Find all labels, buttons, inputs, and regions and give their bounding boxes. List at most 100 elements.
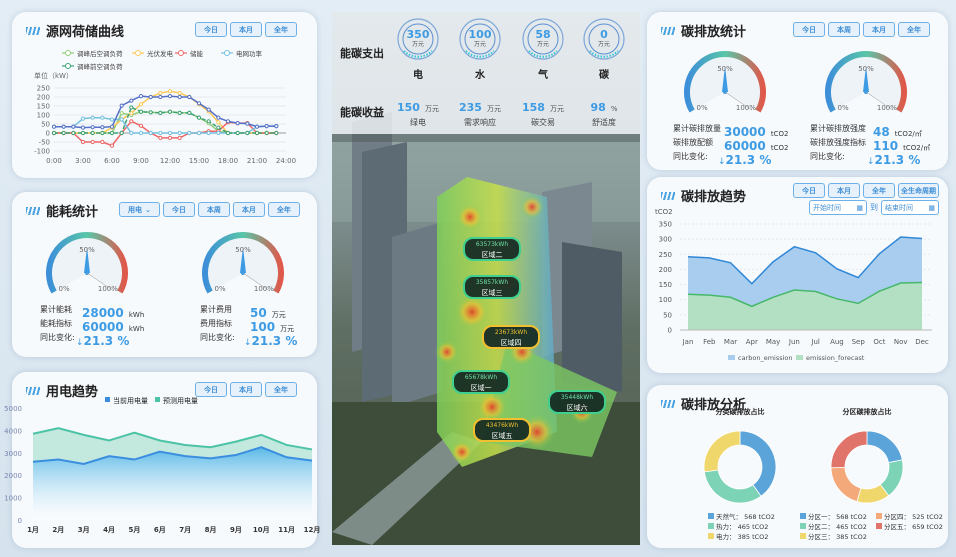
select-value: 用电 [128,205,142,214]
data-point [129,98,134,103]
today-button[interactable]: 今日 [793,183,825,198]
month-button[interactable]: 本月 [863,22,895,37]
gauge-min-label: 0% [838,104,849,112]
x-tick-label: 3:00 [75,157,91,165]
data-point [51,124,57,129]
stat-unit: 万元 [271,311,286,319]
data-point [90,115,95,120]
data-point [177,94,182,100]
x-tick-label: Nov [894,338,908,346]
data-point [71,130,76,136]
stat-label: 累计碳排放量 [673,124,721,133]
unit-label: tCO2 [655,208,673,216]
title-bars-icon [661,399,675,408]
panel-title: 碳排放分析 [681,398,747,413]
start-date-input[interactable]: 开始时间 ▦ [809,200,867,215]
to-label: 到 [870,203,878,212]
zone-badge[interactable]: 35448kWh 区域六 [548,390,606,414]
x-tick-label: 15:00 [189,157,209,165]
y-tick-label: 2000 [4,472,22,480]
arrow-down-icon: ↓ [718,157,726,167]
zone-badge[interactable]: 63573kWh 区域二 [463,237,521,261]
data-point [206,130,211,136]
x-tick-label: 3月 [78,526,90,534]
x-tick-label: Oct [873,338,885,346]
expense-name: 电 [413,70,423,81]
stat-unit: tCO2/㎡ [903,144,931,152]
expense-name: 碳 [599,70,609,81]
start-placeholder: 开始时间 [813,203,841,212]
zone-name: 区域二 [481,251,503,259]
today-button[interactable]: 今日 [195,22,227,37]
gauge-line [242,272,271,292]
legend-label: 分区三： 385 tCO2 [808,532,867,541]
month-button[interactable]: 本月 [230,22,262,37]
week-button[interactable]: 本周 [197,202,230,217]
colon: ： [729,523,738,531]
data-point [225,119,231,124]
y-tick-label: 200 [37,94,50,102]
data-point [167,94,173,99]
expense-name: 气 [538,70,548,81]
legend-label: 电力： 385 tCO2 [716,532,768,541]
data-point [274,124,279,129]
gauge-mid-label: 50% [79,246,95,254]
gauge-arc [202,232,284,294]
income-name: 绿电 [410,118,426,127]
year-button[interactable]: 全年 [267,202,300,217]
legend-swatch [155,397,160,402]
year-button[interactable]: 全年 [863,183,895,198]
week-button[interactable]: 本周 [828,22,860,37]
data-point [158,110,163,115]
year-button[interactable]: 全年 [898,22,930,37]
month-button[interactable]: 本月 [828,183,860,198]
legend-label: 调峰前空调负荷 [77,62,123,71]
income-item: 98 % 舒适度 [574,96,634,128]
data-point [138,123,144,128]
month-button[interactable]: 本月 [230,382,262,397]
zone-badge[interactable]: 35857kWh 区域三 [463,275,521,299]
energy-type-select[interactable]: 用电 ⌄ [119,202,160,217]
change-label: 同比变化: [40,333,75,342]
data-point [216,115,221,120]
end-date-input[interactable]: 结束时间 ▦ [881,200,939,215]
gauge-line [865,91,894,111]
data-point [90,130,95,136]
zone-badge[interactable]: 65678kWh 区域一 [452,370,510,394]
zone-badge[interactable]: 43476kWh 区域五 [473,418,531,442]
stat-value: 30000 [724,125,766,139]
series-line [54,116,277,134]
stat-value: 50 [250,306,267,320]
data-point [119,117,124,122]
stat-value: 28000 [82,306,124,320]
month-button[interactable]: 本月 [232,202,265,217]
y-tick-label: 250 [37,85,50,93]
data-point [187,94,192,100]
income-unit: 万元 [487,105,502,113]
change-label: 同比变化: [673,152,708,161]
slice-value: 465 [738,523,750,531]
gauge-line [724,91,753,111]
series-line [32,427,313,451]
data-point [138,109,144,114]
expense-unit: 万元 [411,41,424,48]
legend-label: 天然气： 568 tCO2 [716,512,775,521]
building-scene: 能碳支出 能碳收益 350 万元 电 100 万元 水 58 万元 气 0 万元… [332,12,640,545]
lifecycle-button[interactable]: 全生命周期 [898,183,939,198]
arrow-down-icon: ↓ [867,157,875,167]
slice-value: 568 [744,513,756,521]
stat-value: 110 [873,139,899,153]
today-button[interactable]: 今日 [162,202,195,217]
expense-unit: 万元 [536,41,549,48]
today-button[interactable]: 今日 [793,22,825,37]
x-tick-label: 12:00 [160,157,180,165]
x-tick-label: Jan [682,338,694,346]
data-point [158,130,163,136]
gauge-max-label: 100% [254,285,274,293]
year-button[interactable]: 全年 [265,22,297,37]
today-button[interactable]: 今日 [195,382,227,397]
year-button[interactable]: 全年 [265,382,297,397]
panel-title: 用电趋势 [46,385,99,400]
zone-badge[interactable]: 23673kWh 区域四 [482,325,540,349]
